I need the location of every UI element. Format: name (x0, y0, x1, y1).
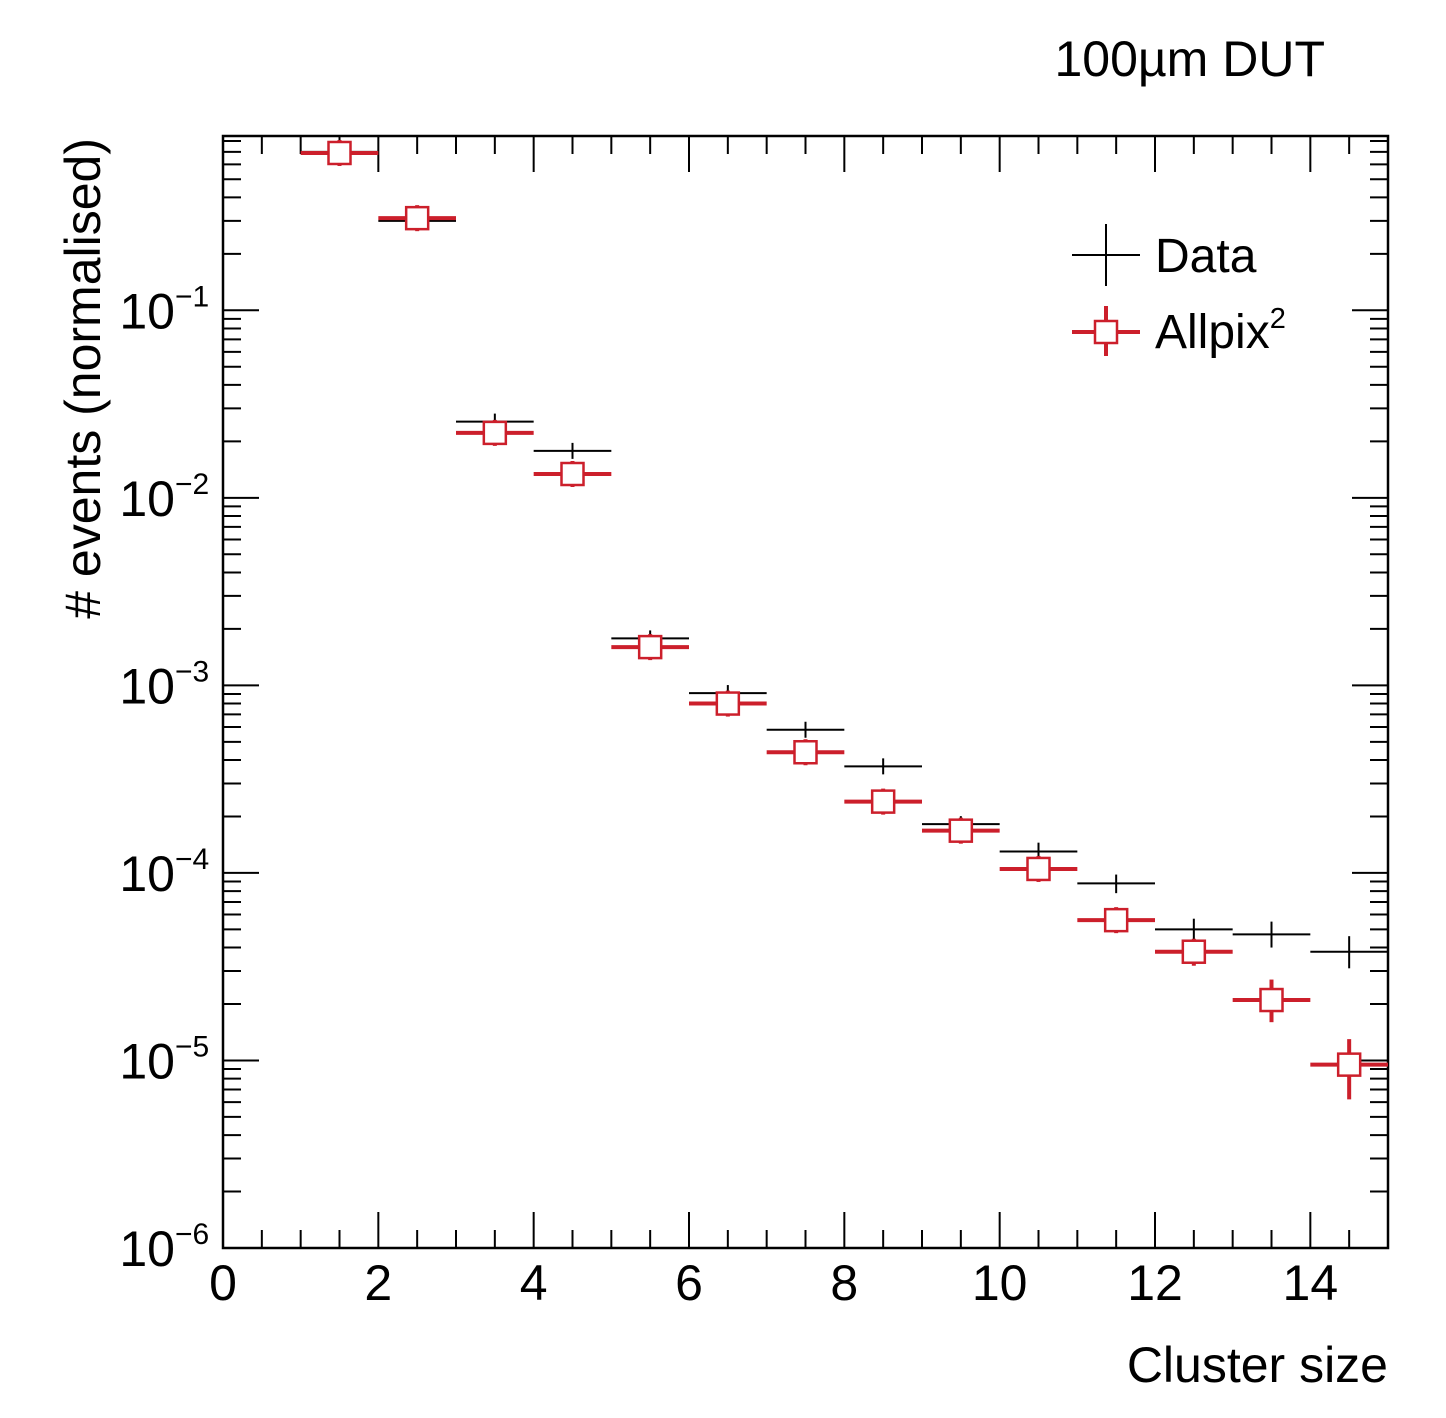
x-tick-label: 10 (972, 1255, 1028, 1311)
y-axis-label: # events (normalised) (55, 138, 111, 619)
allpix-point-marker (793, 739, 818, 765)
allpix-point-marker (404, 205, 430, 231)
x-tick-label: 4 (520, 1255, 548, 1311)
x-tick-label: 0 (209, 1255, 237, 1311)
legend: Data Allpix2 (1072, 224, 1286, 359)
legend-label-allpix: Allpix2 (1155, 303, 1286, 359)
y-tick-base: 10 (119, 283, 175, 339)
plot-frame (221, 134, 1390, 1250)
allpix-point-marker (1259, 987, 1284, 1013)
legend-data-marker (1072, 224, 1140, 286)
allpix-point-marker (327, 140, 352, 166)
y-tick-exponent: −2 (175, 468, 209, 501)
y-tick-base: 10 (119, 1221, 175, 1277)
y-tick-exponent: −1 (175, 280, 209, 313)
allpix-point-marker (1336, 1052, 1362, 1077)
legend-label-data: Data (1155, 230, 1257, 283)
allpix-point-marker (1103, 907, 1129, 933)
allpix-point-marker (482, 420, 508, 446)
y-tick-exponent: −4 (175, 843, 209, 876)
legend-allpix-square (1093, 319, 1119, 345)
x-tick-label: 8 (830, 1255, 858, 1311)
y-tick-label: 10 (119, 1221, 175, 1277)
allpix-point-marker (1026, 856, 1051, 882)
y-tick-label: 10 (119, 471, 175, 527)
y-tick-exponent: −5 (175, 1030, 209, 1063)
chart-title: 100µm DUT (1054, 31, 1325, 87)
y-tick-label: 10 (119, 1033, 175, 1089)
y-tick-base: 10 (119, 658, 175, 714)
allpix-point-marker (637, 634, 663, 660)
x-axis-label: Cluster size (1127, 1337, 1388, 1393)
allpix-point-marker (560, 461, 585, 487)
x-tick-label: 12 (1127, 1255, 1183, 1311)
allpix-point-marker (1181, 939, 1207, 964)
y-tick-exponent: −3 (175, 655, 209, 688)
x-tick-label: 14 (1283, 1255, 1339, 1311)
series-allpix (300, 139, 1388, 1100)
allpix-point-marker (870, 789, 896, 814)
x-tick-label: 2 (364, 1255, 392, 1311)
x-tick-label: 6 (675, 1255, 703, 1311)
y-tick-base: 10 (119, 471, 175, 527)
y-tick-base: 10 (119, 1033, 175, 1089)
allpix-point-marker (948, 818, 974, 843)
legend-label-allpix-base: Allpix (1155, 306, 1270, 359)
y-tick-base: 10 (119, 846, 175, 902)
y-tick-label: 10 (119, 658, 175, 714)
data-layer (300, 139, 1388, 1100)
y-tick-label: 10 (119, 846, 175, 902)
y-tick-label: 10 (119, 283, 175, 339)
y-tick-exponent: −6 (175, 1218, 209, 1251)
legend-allpix-marker (1072, 306, 1140, 356)
legend-label-allpix-sup: 2 (1270, 303, 1286, 335)
allpix-point-marker (715, 691, 741, 716)
